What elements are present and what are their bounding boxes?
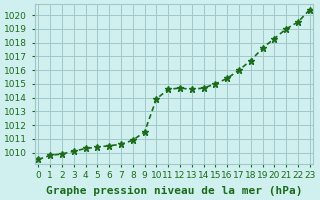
X-axis label: Graphe pression niveau de la mer (hPa): Graphe pression niveau de la mer (hPa) bbox=[46, 186, 302, 196]
